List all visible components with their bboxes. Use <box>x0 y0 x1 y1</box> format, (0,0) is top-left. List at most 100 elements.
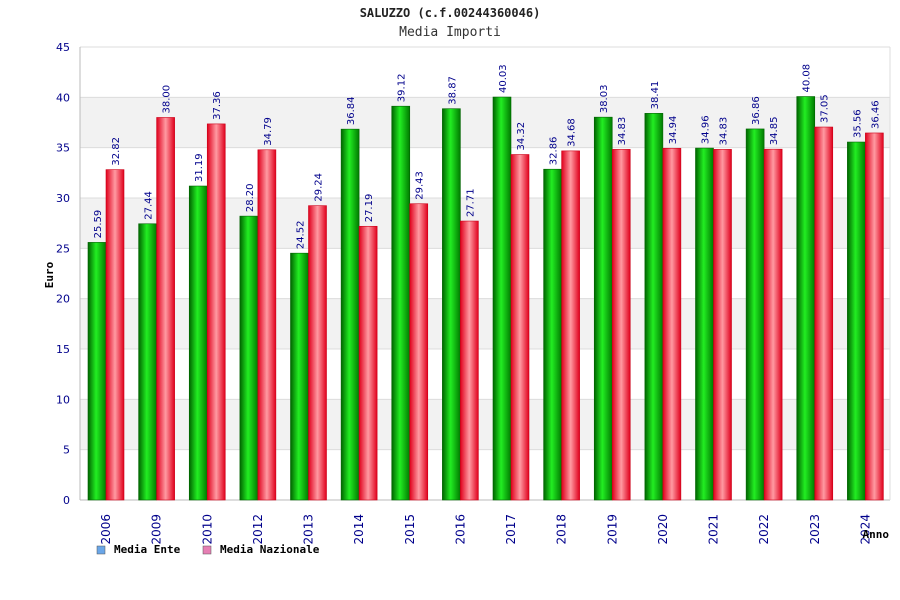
legend-label-media-nazionale: Media Nazionale <box>220 543 320 556</box>
value-labels: 25.59 32.82 27.44 38.00 31.19 37.36 28.20 34.79… <box>93 64 881 249</box>
bar-media-nazionale-2018 <box>561 150 580 501</box>
data-label: 27.19 <box>364 194 375 223</box>
y-tick-label: 10 <box>56 393 70 406</box>
x-tick-label: 2018 <box>555 514 569 545</box>
x-tick-label: 2014 <box>352 514 366 545</box>
data-label: 38.03 <box>599 85 610 114</box>
data-label: 34.85 <box>769 117 780 146</box>
data-label: 32.82 <box>111 137 122 166</box>
bar-media-nazionale-2020 <box>662 147 682 501</box>
bar-media-nazionale-2022 <box>763 148 783 501</box>
x-tick-label: 2019 <box>605 514 619 545</box>
tick-labels: 0 5 10 15 20 25 30 35 40 45 2006 2009 2010 2012 2013 20… <box>56 41 872 545</box>
bar-media-ente-2018 <box>543 168 562 501</box>
data-label: 36.84 <box>346 97 357 126</box>
legend-swatch-media-nazionale <box>202 545 212 555</box>
bar-media-nazionale-2016 <box>460 220 479 501</box>
bar-media-nazionale-2010 <box>206 123 226 501</box>
x-tick-label: 2023 <box>808 514 822 545</box>
bar-media-nazionale-2017 <box>510 154 530 501</box>
data-label: 37.36 <box>212 91 223 120</box>
data-label: 34.68 <box>567 118 578 147</box>
x-tick-label: 2017 <box>504 514 518 545</box>
x-tick-label: 2021 <box>707 514 721 545</box>
bar-media-nazionale-2023 <box>814 126 834 501</box>
legend-swatch-media-ente <box>96 545 106 555</box>
data-label: 29.24 <box>314 173 325 202</box>
bar-media-ente-2022 <box>745 128 765 501</box>
bar-media-nazionale-2019 <box>611 149 631 501</box>
x-tick-label: 2024 <box>858 514 872 545</box>
bar-media-nazionale-2015 <box>409 203 429 501</box>
x-tick-label: 2015 <box>403 514 417 545</box>
bar-media-ente-2020 <box>644 113 664 501</box>
data-label: 38.87 <box>447 76 458 105</box>
x-tick-label: 2016 <box>453 514 467 545</box>
data-label: 34.79 <box>263 117 274 146</box>
bars <box>87 96 884 501</box>
bar-media-nazionale-2014 <box>358 225 378 501</box>
x-tick-label: 2006 <box>99 514 113 545</box>
x-tick-label: 2009 <box>150 514 164 545</box>
data-label: 27.44 <box>144 191 155 220</box>
bar-media-ente-2006 <box>87 242 107 501</box>
chart-title: SALUZZO (c.f.00244360046) <box>359 6 541 20</box>
data-label: 34.94 <box>668 116 679 145</box>
data-label: 34.96 <box>701 115 712 144</box>
bar-media-ente-2019 <box>593 116 613 501</box>
data-label: 35.56 <box>852 109 863 138</box>
data-label: 38.00 <box>162 85 173 114</box>
data-label: 36.86 <box>751 96 762 125</box>
y-tick-label: 45 <box>56 41 70 54</box>
bar-media-ente-2014 <box>340 128 360 501</box>
x-tick-label: 2012 <box>251 514 265 545</box>
data-label: 34.83 <box>719 117 730 146</box>
data-label: 36.46 <box>870 100 881 129</box>
x-axis-title: Anno <box>863 528 890 541</box>
legend-label-media-ente: Media Ente <box>114 543 181 556</box>
data-label: 38.41 <box>650 81 661 110</box>
bar-media-ente-2023 <box>796 96 816 501</box>
data-label: 39.12 <box>397 74 408 103</box>
data-label: 37.05 <box>820 94 831 123</box>
grid-band <box>80 47 890 98</box>
data-label: 31.19 <box>194 153 205 182</box>
data-label: 29.43 <box>415 171 426 200</box>
bar-media-ente-2021 <box>695 147 714 501</box>
bar-media-ente-2016 <box>442 108 461 501</box>
x-tick-label: 2020 <box>656 514 670 545</box>
legend: Media Ente Media Nazionale <box>96 543 320 556</box>
bar-media-ente-2009 <box>138 223 157 501</box>
data-label: 25.59 <box>93 210 104 239</box>
bar-media-ente-2015 <box>391 105 411 501</box>
data-label: 40.08 <box>802 64 813 93</box>
bar-media-nazionale-2012 <box>257 149 277 501</box>
data-label: 40.03 <box>498 64 509 93</box>
data-label: 27.71 <box>465 188 476 217</box>
bar-media-nazionale-2021 <box>713 149 732 501</box>
bar-media-nazionale-2024 <box>865 132 884 501</box>
data-label: 32.86 <box>549 137 560 166</box>
y-tick-label: 35 <box>56 142 70 155</box>
y-tick-label: 40 <box>56 91 70 104</box>
y-tick-label: 5 <box>63 444 70 457</box>
x-tick-label: 2010 <box>200 514 214 545</box>
bar-media-ente-2010 <box>188 185 208 501</box>
x-tick-label: 2013 <box>302 514 316 545</box>
chart-subtitle: Media Importi <box>399 25 501 40</box>
bar-media-ente-2012 <box>239 215 259 501</box>
y-tick-label: 15 <box>56 343 70 356</box>
bar-media-nazionale-2006 <box>105 169 125 501</box>
y-tick-label: 25 <box>56 242 70 255</box>
y-tick-label: 0 <box>63 494 70 507</box>
bar-media-nazionale-2009 <box>156 117 175 501</box>
bar-media-ente-2024 <box>847 141 866 501</box>
data-label: 34.32 <box>516 122 527 151</box>
data-label: 34.83 <box>617 117 628 146</box>
x-tick-label: 2022 <box>757 514 771 545</box>
data-label: 28.20 <box>245 183 256 212</box>
bar-media-ente-2013 <box>290 252 309 501</box>
y-tick-label: 20 <box>56 293 70 306</box>
